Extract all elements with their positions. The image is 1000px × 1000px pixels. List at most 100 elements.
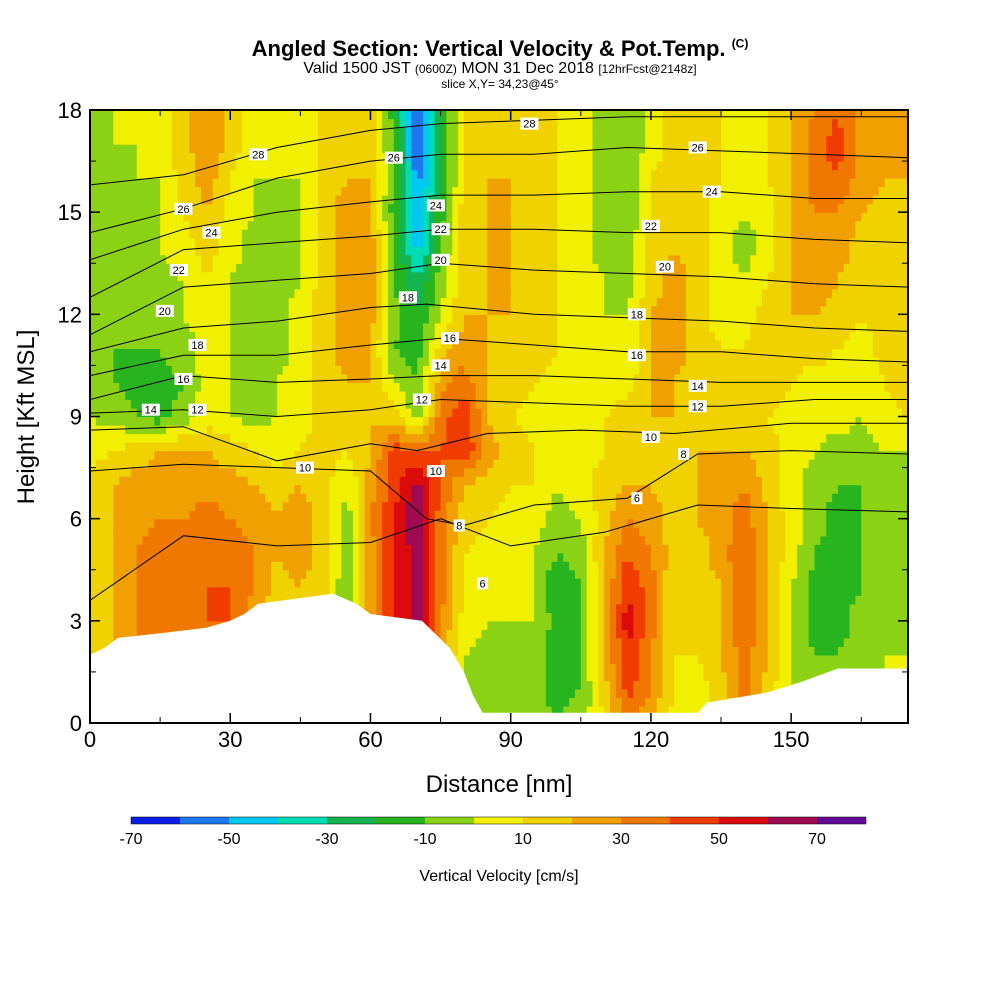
velocity-cell	[428, 586, 436, 596]
velocity-cell	[650, 467, 658, 477]
velocity-cell	[563, 493, 570, 503]
velocity-cell	[796, 663, 804, 673]
velocity-cell	[867, 467, 874, 477]
velocity-cell	[271, 544, 278, 554]
velocity-cell	[335, 561, 342, 571]
velocity-cell	[434, 552, 442, 562]
velocity-cell	[393, 518, 401, 528]
velocity-cell	[604, 535, 611, 545]
velocity-cell	[504, 425, 512, 435]
velocity-cell	[516, 620, 523, 630]
velocity-cell	[808, 450, 816, 460]
velocity-cell	[656, 518, 664, 528]
velocity-cell	[580, 680, 588, 690]
velocity-cell	[592, 620, 599, 630]
velocity-cell	[896, 586, 903, 596]
velocity-cell	[808, 654, 816, 664]
velocity-cell	[668, 518, 675, 528]
velocity-cell	[773, 561, 781, 571]
velocity-cell	[703, 459, 710, 469]
velocity-cell	[288, 450, 296, 460]
velocity-cell	[113, 484, 120, 494]
velocity-cell	[750, 552, 757, 562]
velocity-cell	[271, 484, 278, 494]
velocity-cell	[452, 603, 459, 613]
velocity-cell	[516, 595, 523, 605]
velocity-cell	[329, 450, 336, 460]
velocity-cell	[726, 578, 734, 588]
velocity-cell	[469, 442, 477, 452]
velocity-cell	[726, 433, 734, 443]
velocity-cell	[125, 535, 132, 545]
velocity-cell	[504, 654, 512, 664]
velocity-cell	[580, 663, 588, 673]
velocity-cell	[592, 705, 599, 716]
velocity-cell	[201, 620, 208, 630]
velocity-cell	[183, 535, 190, 545]
velocity-cell	[312, 416, 319, 426]
velocity-cell	[125, 552, 132, 562]
velocity-cell	[212, 459, 220, 469]
velocity-cell	[528, 586, 535, 596]
velocity-cell	[90, 493, 97, 503]
velocity-cell	[475, 459, 483, 469]
velocity-cell	[633, 637, 640, 647]
velocity-cell	[171, 561, 179, 571]
velocity-cell	[148, 544, 155, 554]
velocity-cell	[282, 476, 290, 486]
velocity-cell	[685, 561, 693, 571]
velocity-cell	[499, 705, 506, 716]
velocity-cell	[493, 493, 500, 503]
velocity-cell	[510, 484, 518, 494]
velocity-cell	[160, 561, 167, 571]
velocity-cell	[522, 578, 529, 588]
velocity-cell	[230, 501, 237, 511]
velocity-cell	[627, 544, 634, 554]
velocity-cell	[808, 544, 816, 554]
velocity-cell	[685, 603, 693, 613]
velocity-cell	[715, 595, 722, 605]
velocity-cell	[785, 442, 792, 452]
velocity-cell	[288, 561, 296, 571]
velocity-cell	[896, 663, 903, 673]
velocity-cell	[557, 612, 564, 622]
velocity-cell	[680, 603, 687, 613]
velocity-cell	[884, 433, 892, 443]
velocity-cell	[499, 654, 506, 664]
velocity-cell	[189, 595, 196, 605]
velocity-cell	[650, 493, 658, 503]
velocity-cell	[796, 595, 804, 605]
velocity-cell	[481, 663, 488, 673]
velocity-cell	[791, 646, 798, 656]
velocity-cell	[832, 493, 839, 503]
velocity-cell	[779, 476, 786, 486]
velocity-cell	[90, 561, 97, 571]
velocity-cell	[855, 442, 862, 452]
velocity-cell	[814, 620, 821, 630]
velocity-cell	[849, 501, 857, 511]
velocity-cell	[802, 527, 810, 537]
velocity-cell	[534, 603, 541, 613]
velocity-cell	[685, 620, 693, 630]
velocity-cell	[212, 603, 220, 613]
velocity-cell	[113, 569, 120, 579]
velocity-cell	[808, 578, 816, 588]
velocity-cell	[528, 459, 535, 469]
velocity-cell	[726, 459, 734, 469]
velocity-cell	[265, 586, 272, 596]
velocity-cell	[551, 578, 559, 588]
velocity-cell	[312, 561, 319, 571]
velocity-cell	[621, 663, 629, 673]
velocity-cell	[574, 459, 582, 469]
velocity-cell	[463, 442, 471, 452]
velocity-cell	[475, 493, 483, 503]
velocity-cell	[715, 586, 722, 596]
velocity-cell	[317, 442, 325, 452]
velocity-cell	[230, 603, 237, 613]
velocity-cell	[323, 552, 331, 562]
velocity-cell	[878, 493, 886, 503]
velocity-cell	[230, 467, 237, 477]
velocity-cell	[95, 501, 103, 511]
velocity-cell	[796, 433, 804, 443]
velocity-cell	[610, 620, 617, 630]
